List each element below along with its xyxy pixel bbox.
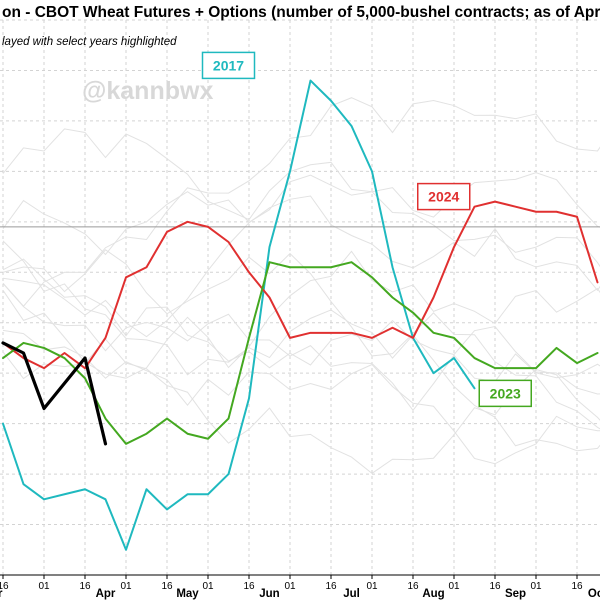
background-year-line bbox=[2, 172, 600, 256]
series-label-box bbox=[201, 51, 256, 80]
series-label-box bbox=[417, 182, 471, 211]
x-tick-day-label: 01 bbox=[38, 581, 50, 592]
series-label-text: 2017 bbox=[213, 57, 244, 73]
x-month-label: Apr bbox=[96, 588, 116, 600]
background-year-line bbox=[2, 97, 600, 307]
series-label-box bbox=[478, 379, 532, 408]
background-year-line bbox=[2, 249, 600, 430]
x-month-label: Jun bbox=[259, 588, 279, 600]
x-tick-day-label: 16 bbox=[161, 581, 173, 592]
series-label-text: 2023 bbox=[490, 385, 521, 401]
series-lines bbox=[1, 79, 599, 551]
x-month-label: Jul bbox=[343, 588, 360, 600]
x-month-label: Aug bbox=[422, 588, 444, 600]
x-month-label: Sep bbox=[505, 588, 526, 600]
watermark: @kannbwx bbox=[82, 77, 213, 105]
x-tick-day-label: 01 bbox=[366, 581, 378, 592]
series-label-2023: 2023 bbox=[478, 379, 532, 408]
background-year-line bbox=[2, 128, 600, 268]
background-year-line bbox=[2, 283, 600, 412]
x-tick-day-label: 01 bbox=[120, 581, 132, 592]
series-line-2023 bbox=[2, 261, 599, 445]
background-year-lines bbox=[2, 97, 600, 474]
series-label-2024: 2024 bbox=[417, 182, 471, 211]
background-year-line bbox=[2, 240, 600, 452]
chart-subtitle: layed with select years highlighted bbox=[2, 36, 177, 48]
background-year-line bbox=[2, 195, 600, 338]
series-line-2017 bbox=[2, 79, 476, 551]
x-month-label: Oct bbox=[588, 588, 600, 600]
x-tick-day-label: 16 bbox=[243, 581, 255, 592]
x-month-label: May bbox=[176, 588, 199, 600]
x-tick-day-label: 16 bbox=[325, 581, 337, 592]
background-year-line bbox=[2, 258, 600, 395]
x-tick-day-label: 16 bbox=[489, 581, 501, 592]
x-tick-day-label: 16 bbox=[571, 581, 583, 592]
series-labels: 2017 2024 2023 bbox=[201, 51, 532, 408]
x-tick-day-label: 01 bbox=[284, 581, 296, 592]
series-label-2017: 2017 bbox=[201, 51, 256, 80]
series-line-current bbox=[1, 341, 108, 446]
background-year-line bbox=[2, 250, 600, 379]
x-tick-day-label: 01 bbox=[448, 581, 460, 592]
series-line-2024 bbox=[2, 200, 599, 370]
x-axis-ticks: 16ar0116Apr0116May0116Jun0116Jul0116Aug0… bbox=[0, 575, 600, 600]
x-tick-day-label: 01 bbox=[202, 581, 214, 592]
background-year-line bbox=[2, 329, 600, 465]
x-tick-day-label: 16 bbox=[0, 581, 9, 592]
x-tick-day-label: 16 bbox=[407, 581, 419, 592]
x-tick-day-label: 16 bbox=[79, 581, 91, 592]
x-tick-day-label: 01 bbox=[530, 581, 542, 592]
series-label-text: 2024 bbox=[428, 189, 459, 205]
x-month-label: ar bbox=[0, 588, 3, 600]
chart-title: on - CBOT Wheat Futures + Options (numbe… bbox=[2, 4, 600, 21]
